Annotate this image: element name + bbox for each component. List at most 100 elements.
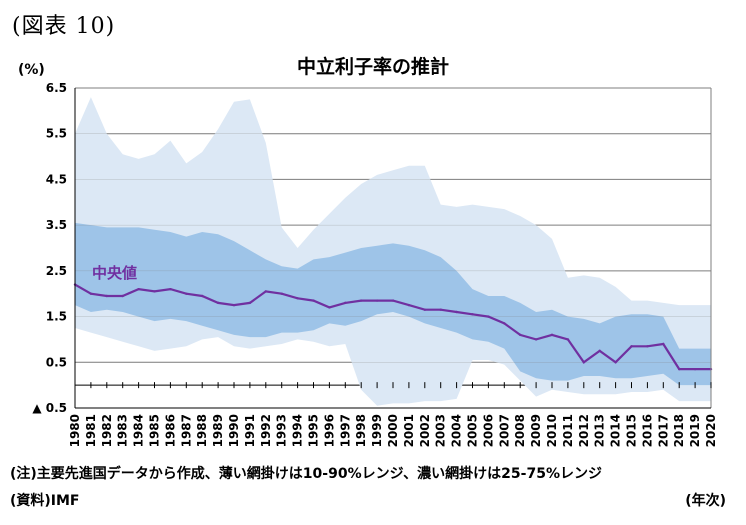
x-tick-label: 1998 [354,414,368,447]
x-tick-label: 2014 [609,414,623,447]
median-point [598,349,601,353]
chart-title: 中立利子率の推計 [296,56,449,78]
x-tick-label: 2002 [418,414,432,447]
median-point [614,361,617,364]
median-point [153,290,156,293]
y-tick-label: ▲ 0.5 [32,401,67,415]
x-tick-label: 1997 [338,414,352,447]
median-point [693,367,697,371]
band-25-75 [75,222,711,386]
median-point [185,292,188,295]
axes [74,88,712,409]
median-point [105,294,109,298]
median-point [169,287,172,291]
x-tick-label: 1993 [275,414,289,447]
median-point [630,345,633,348]
x-tick-label: 2010 [545,414,559,447]
median-point [137,287,140,291]
median-point [550,333,554,337]
median-point [519,333,522,337]
median-line-layer: 中央値 [73,264,713,371]
median-point [534,338,538,341]
median-point [312,299,315,302]
x-tick-label: 1984 [132,414,146,447]
median-point [678,367,681,371]
median-point [232,303,236,307]
median-point [328,306,331,309]
median-point [439,308,442,311]
x-tick-label: 2003 [434,414,448,447]
x-tick-label: 1980 [68,414,82,447]
x-tick-label: 2017 [656,414,670,447]
x-tick-label: 1985 [148,414,162,447]
y-tick-label: 2.5 [46,264,67,278]
chart-note: (注)主要先進国データから作成、薄い網掛けは10-90%レンジ、濃い網掛けは25… [10,466,602,482]
median-point [201,294,204,298]
x-tick-label: 2001 [402,414,416,447]
median-point [89,292,93,295]
median-point [407,303,411,307]
y-unit-label: (%) [18,62,45,78]
y-tick-label: 3.5 [46,218,67,232]
median-point [662,342,665,346]
x-tick-label: 1986 [163,414,177,447]
y-tick-label: 4.5 [46,172,67,186]
x-tick-label: 1982 [100,414,114,447]
x-unit-label: (年次) [685,493,726,509]
x-tick-label: 2005 [466,414,480,447]
figure-label: (図表 10) [12,14,116,39]
median-point [121,294,124,298]
median-point [360,299,363,302]
median-point [582,361,585,364]
x-tick-label: 2006 [481,414,495,447]
x-tick-label: 1989 [211,414,225,447]
median-point [503,322,506,325]
x-tick-label: 1999 [370,414,384,447]
median-point [248,301,252,305]
x-tick-label: 2012 [577,414,591,447]
x-tick-label: 1994 [291,414,305,447]
median-point [487,315,490,318]
x-tick-label: 2004 [450,414,464,447]
x-tick-label: 1988 [195,414,209,447]
x-tick-label: 2008 [513,414,527,447]
x-tick-label: 1983 [116,414,130,447]
median-point [344,301,347,305]
y-tick-label: 0.5 [46,355,67,369]
median-point [375,299,379,302]
x-tick-label: 1995 [307,414,321,447]
median-point [216,301,220,305]
median-point [264,290,267,293]
median-point [280,292,283,295]
x-tick-label: 2007 [497,414,511,447]
median-label: 中央値 [92,264,137,282]
x-tick-label: 1990 [227,414,241,447]
x-tick-label: 2013 [593,414,607,447]
median-point [471,313,474,316]
median-point [646,345,649,348]
x-tick-label: 1991 [243,414,257,447]
x-tick-label: 2009 [529,414,543,447]
x-tick-label: 2011 [561,414,575,447]
x-tick-label: 1981 [84,414,98,447]
y-tick-label: 6.5 [46,81,67,95]
median-point [296,297,299,300]
median-point [423,308,426,311]
x-tick-label: 2018 [672,414,686,447]
range-bands [75,87,711,409]
x-tick-label: 1996 [322,414,336,447]
x-tick-label: 2019 [688,414,702,447]
x-tick-label: 2000 [386,414,400,447]
chart-source: (資料)IMF [10,493,80,509]
x-tick-label: 2016 [640,414,654,447]
y-tick-label: 1.5 [46,310,67,324]
median-point [455,310,458,314]
median-point [391,299,395,302]
x-tick-label: 1992 [259,414,273,447]
x-tick-label: 2020 [704,414,718,447]
x-tick-label: 1987 [179,414,193,447]
median-point [566,338,570,341]
y-tick-label: 5.5 [46,127,67,141]
